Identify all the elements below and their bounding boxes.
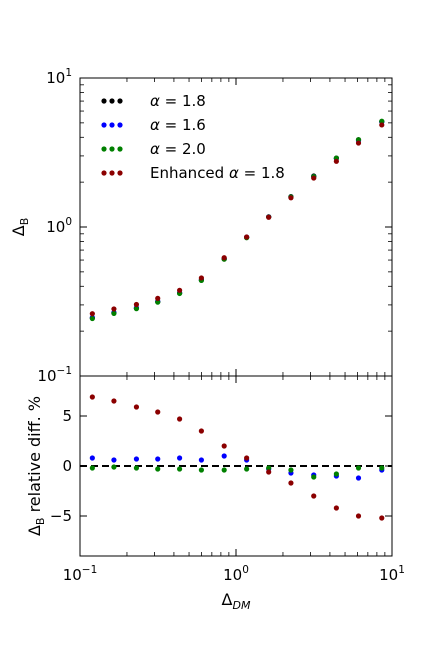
top-data-point [177, 287, 183, 293]
x-tick-label: 100 [223, 564, 249, 584]
bottom-y-tick-label: −5 [50, 507, 72, 525]
bottom-data-point [244, 466, 250, 472]
bottom-data-point [266, 465, 272, 471]
bottom-data-point [89, 394, 95, 400]
bottom-data-point [111, 398, 117, 404]
top-data-point [379, 118, 385, 124]
legend-marker [117, 170, 123, 176]
bottom-data-point [244, 455, 250, 461]
top-data-point [111, 310, 117, 317]
bottom-data-point [177, 455, 183, 461]
top-data-point [111, 306, 117, 312]
bottom-data-point [379, 465, 385, 471]
legend-marker [101, 122, 107, 128]
bottom-data-point [133, 465, 140, 471]
top-data-point [155, 295, 161, 301]
legend: α = 1.8 α = 1.6 α = 2.0 Enhanced α = 1.8 [101, 92, 285, 182]
bottom-data-point [355, 475, 362, 481]
data-points [89, 118, 385, 521]
bottom-data-point [177, 416, 183, 422]
bottom-data-point [155, 409, 161, 415]
top-y-tick-label: 10−1 [37, 365, 72, 385]
legend-marker [101, 146, 107, 152]
bottom-data-point [379, 515, 385, 521]
top-data-point [133, 306, 140, 312]
bottom-data-point [111, 457, 117, 463]
ticks [79, 77, 393, 556]
top-data-point [244, 234, 250, 240]
legend-marker [109, 122, 115, 128]
top-y-axis-label: ΔB [9, 218, 31, 237]
bottom-data-point [198, 428, 204, 434]
x-tick-label: 10−1 [63, 564, 98, 584]
legend-marker [109, 146, 115, 152]
legend-marker [101, 170, 107, 176]
bottom-data-point [288, 480, 294, 486]
bottom-data-point [355, 513, 362, 519]
bottom-data-point [198, 457, 204, 463]
legend-marker [117, 98, 123, 104]
bottom-data-point [155, 456, 161, 462]
bottom-data-point [355, 465, 362, 471]
legend-marker [109, 98, 115, 104]
top-y-tick-label: 100 [46, 216, 72, 236]
x-axis-label: ΔDM [222, 590, 251, 612]
bottom-data-point [311, 493, 317, 499]
legend-label: α = 2.0 [150, 140, 206, 158]
bottom-data-point [333, 505, 339, 511]
top-data-point [155, 299, 161, 305]
bottom-data-point [133, 404, 140, 410]
bottom-data-point [155, 466, 161, 472]
x-tick-label: 101 [379, 564, 405, 584]
legend-marker [117, 146, 123, 152]
bottom-data-point [89, 455, 95, 461]
bottom-y-axis-label: ΔB relative diff. % [25, 396, 47, 536]
bottom-data-point [221, 453, 227, 459]
top-data-point [311, 175, 317, 181]
bottom-data-point [311, 474, 317, 480]
bottom-data-point [133, 456, 140, 462]
bottom-y-tick-label: 5 [62, 407, 72, 425]
bottom-data-point [221, 443, 227, 449]
top-data-point [355, 140, 362, 146]
bottom-data-point [177, 466, 183, 472]
legend-label: α = 1.8 [150, 92, 206, 110]
legend-marker [101, 98, 107, 104]
top-data-point [333, 158, 339, 164]
bottom-data-point [266, 469, 272, 475]
top-data-point [379, 122, 385, 128]
top-data-point [288, 195, 294, 201]
bottom-data-point [221, 467, 227, 473]
legend-label: Enhanced α = 1.8 [150, 164, 285, 182]
top-data-point [89, 315, 95, 322]
top-data-point [266, 214, 272, 220]
bottom-data-point [198, 467, 204, 473]
bottom-y-tick-label: 0 [62, 457, 72, 475]
legend-label: α = 1.6 [150, 116, 206, 134]
bottom-data-point [111, 464, 117, 470]
top-data-point [221, 255, 227, 261]
legend-marker [117, 122, 123, 128]
bottom-data-point [288, 467, 294, 473]
legend-marker [109, 170, 115, 176]
top-data-point [133, 301, 140, 308]
top-data-point [198, 275, 204, 281]
bottom-data-point [333, 471, 339, 477]
bottom-data-point [89, 465, 95, 471]
tick-labels: 101 100 10−1 5 0 −5 10−1 100 101 [37, 67, 404, 584]
top-y-tick-label: 101 [46, 67, 72, 87]
top-panel-frame [79, 77, 393, 377]
top-data-point [89, 311, 95, 317]
